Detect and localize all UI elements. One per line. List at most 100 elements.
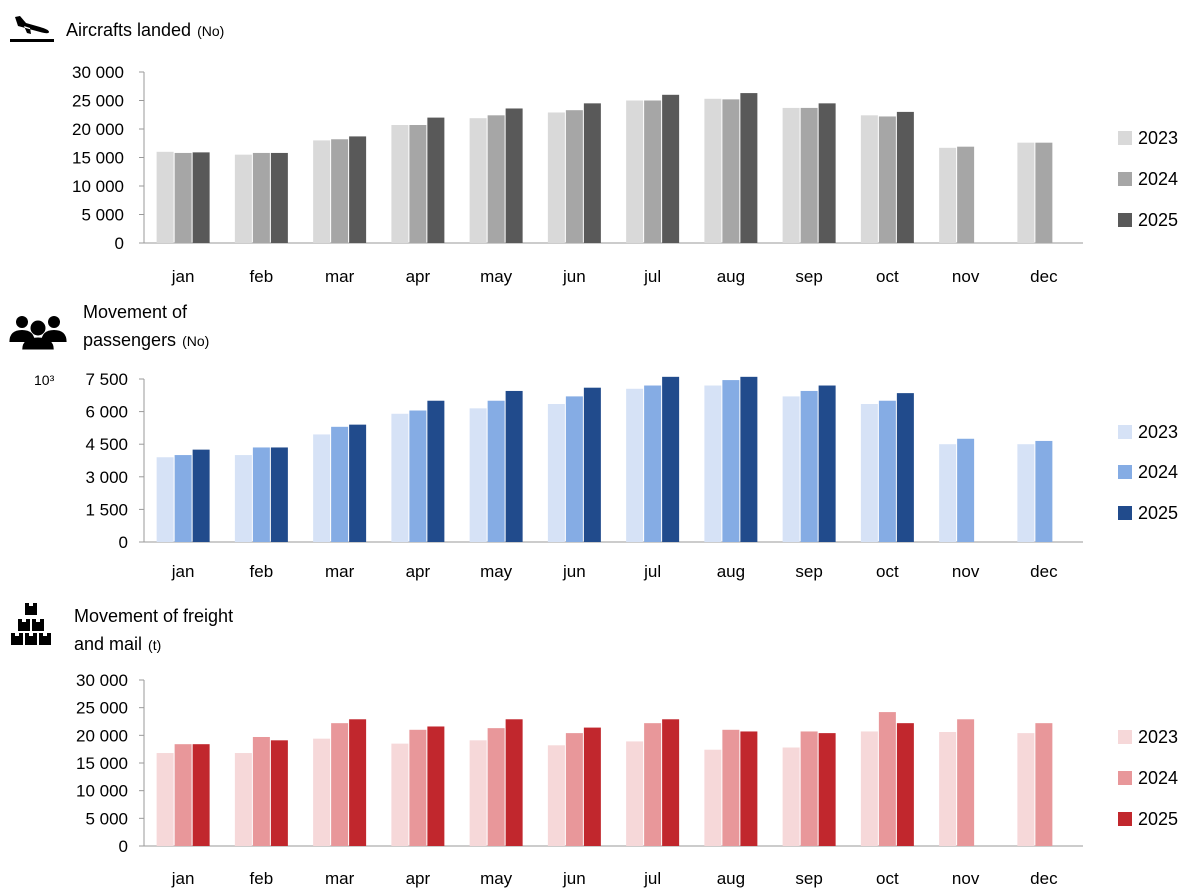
box-tape (15, 633, 19, 636)
bar-2023-sep (782, 396, 800, 542)
bar-2025-sep (818, 103, 836, 243)
legend-swatch (1118, 771, 1132, 785)
bar-2023-jan (156, 151, 174, 243)
bar-2024-mar (331, 139, 349, 243)
bar-2024-mar (331, 426, 349, 542)
bar-2024-may (487, 115, 505, 243)
bar-2023-may (469, 408, 487, 542)
y-tick-label: 25 000 (76, 699, 128, 718)
bar-2023-oct (860, 115, 878, 243)
y-tick-label: 20 000 (76, 726, 128, 745)
y-tick-label: 15 000 (72, 149, 124, 168)
bar-2024-mar (331, 723, 349, 846)
bar-2025-mar (349, 719, 367, 846)
box-tape (43, 633, 47, 636)
bar-2025-feb (270, 447, 288, 542)
person-head (48, 316, 60, 328)
bar-2025-jun (583, 387, 601, 542)
bar-2024-jan (174, 744, 192, 846)
box-tape (29, 603, 33, 606)
y-tick-label: 6 000 (85, 403, 128, 422)
y-tick-label: 4 500 (85, 435, 128, 454)
runway-line (10, 39, 54, 42)
bar-2024-apr (409, 125, 427, 243)
legend-swatch (1118, 506, 1132, 520)
legend-label: 2024 (1138, 462, 1178, 482)
legend-swatch (1118, 730, 1132, 744)
bar-2023-oct (860, 403, 878, 542)
x-tick-label: apr (406, 267, 431, 286)
bar-2023-feb (234, 455, 252, 542)
bar-2025-apr (427, 117, 445, 243)
y-tick-label: 7 500 (85, 370, 128, 389)
x-tick-label: jun (562, 869, 586, 888)
chart-title-line: passengers (No) (83, 330, 209, 350)
bar-2024-apr (409, 410, 427, 542)
bar-2024-feb (252, 152, 270, 243)
bar-2024-jul (644, 723, 662, 846)
y-tick-label: 1 500 (85, 500, 128, 519)
bar-2023-mar (313, 140, 331, 243)
box-shape (18, 619, 30, 631)
x-tick-label: nov (952, 869, 980, 888)
legend-swatch (1118, 465, 1132, 479)
x-tick-label: jan (171, 562, 195, 581)
legend-swatch (1118, 131, 1132, 145)
y-tick-label: 25 000 (72, 92, 124, 111)
bar-2024-sep (800, 107, 818, 243)
y-tick-label: 10 000 (72, 177, 124, 196)
x-tick-label: dec (1030, 869, 1058, 888)
y-tick-label: 10 000 (76, 782, 128, 801)
x-tick-label: aug (717, 562, 745, 581)
bar-2024-jun (565, 110, 583, 243)
bar-2025-jun (583, 727, 601, 846)
bar-2024-oct (878, 712, 896, 846)
bar-2023-jul (626, 100, 644, 243)
x-tick-label: apr (406, 562, 431, 581)
legend-label: 2025 (1138, 210, 1178, 230)
box-shape (25, 603, 37, 615)
bar-2023-jun (547, 403, 565, 542)
legend-swatch (1118, 812, 1132, 826)
box-tape (22, 619, 26, 622)
y-tick-label: 3 000 (85, 468, 128, 487)
bar-2025-jan (192, 744, 210, 846)
bar-2025-aug (740, 93, 758, 243)
y-tick-label: 15 000 (76, 754, 128, 773)
bar-2023-jan (156, 457, 174, 542)
x-tick-label: sep (795, 869, 822, 888)
bar-2025-sep (818, 385, 836, 542)
bar-2024-dec (1035, 440, 1053, 542)
axis-multiplier: 10³ (34, 372, 55, 388)
bar-2025-aug (740, 731, 758, 846)
bar-2023-apr (391, 413, 409, 542)
box-shape (25, 633, 37, 645)
bar-2024-dec (1035, 142, 1053, 243)
x-tick-label: jul (643, 267, 661, 286)
x-tick-label: apr (406, 869, 431, 888)
box-shape (11, 633, 23, 645)
bar-2024-may (487, 728, 505, 846)
bar-2024-jan (174, 455, 192, 542)
bar-2023-jul (626, 388, 644, 542)
bar-2024-may (487, 400, 505, 542)
bar-2025-jan (192, 152, 210, 243)
bar-2023-aug (704, 385, 722, 542)
chart-2: Movement of passengers (No) 10³ 0 1 500 3 000 4… (34, 302, 1178, 581)
x-tick-label: aug (717, 267, 745, 286)
person-head (16, 316, 28, 328)
bar-2023-jun (547, 745, 565, 846)
bar-2024-nov (957, 146, 975, 243)
x-tick-label: may (480, 562, 513, 581)
y-tick-label: 30 000 (76, 671, 128, 690)
bar-2025-may (505, 719, 523, 846)
bar-2025-may (505, 390, 523, 542)
bar-2023-nov (939, 147, 957, 243)
chart-3: Movement of freight and mail (t) 0 5 000 10 0… (74, 606, 1178, 888)
bar-2025-jun (583, 103, 601, 243)
chart-title-line: and mail (t) (74, 634, 161, 654)
bar-2024-jul (644, 100, 662, 243)
bar-2023-jun (547, 112, 565, 243)
legend-label: 2025 (1138, 809, 1178, 829)
